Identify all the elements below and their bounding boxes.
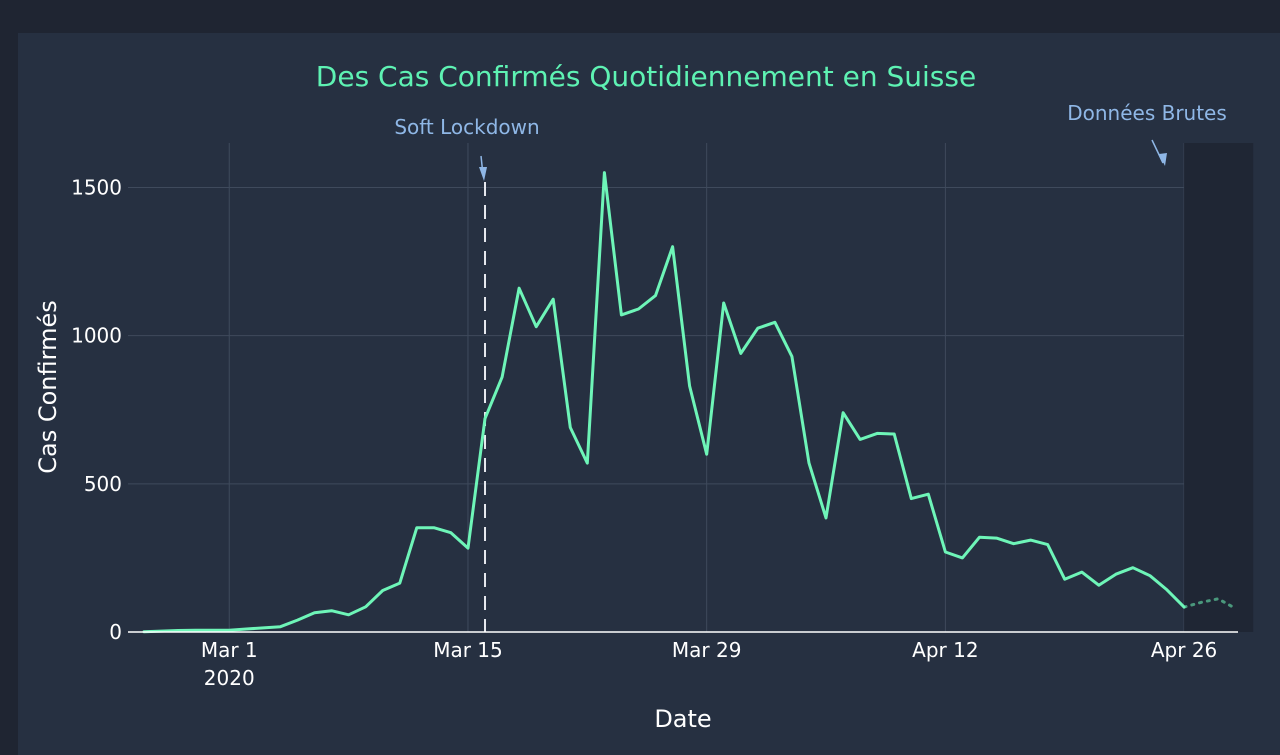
axes: 0 500 1000 1500 Mar 1 2020 Mar 15 Mar 29 Apr 12 A… [71, 175, 1238, 690]
y-tick-label: 1500 [71, 175, 122, 199]
x-axis-title: Date [654, 705, 711, 733]
x-tick-sublabel: 2020 [204, 666, 255, 690]
confirmed-cases-line [142, 171, 1186, 634]
y-tick-label: 500 [84, 472, 122, 496]
raw-data-region [1184, 143, 1254, 632]
x-tick-label: Apr 12 [912, 638, 978, 662]
chart-title: Des Cas Confirmés Quotidiennement en Sui… [316, 60, 976, 93]
x-tick-label: Mar 1 [201, 638, 258, 662]
raw-data-label: Données Brutes [1067, 101, 1227, 125]
chart-container [18, 33, 1280, 755]
lockdown-arrowhead [479, 167, 488, 181]
y-tick-label: 1000 [71, 324, 122, 348]
raw-data-arrow [1151, 139, 1164, 164]
y-tick-label: 0 [109, 620, 122, 644]
x-tick-label: Mar 29 [672, 638, 742, 662]
x-tick-label: Mar 15 [433, 638, 503, 662]
raw-data-arrowhead [1159, 153, 1167, 166]
grid [128, 143, 1238, 632]
raw-data-line [1182, 597, 1237, 610]
x-tick-label: Apr 26 [1151, 638, 1217, 662]
y-axis-title: Cas Confirmés [34, 300, 62, 473]
lockdown-label: Soft Lockdown [394, 115, 539, 139]
series-lines [142, 171, 1237, 634]
annotations: Soft Lockdown Données Brutes [394, 101, 1254, 632]
